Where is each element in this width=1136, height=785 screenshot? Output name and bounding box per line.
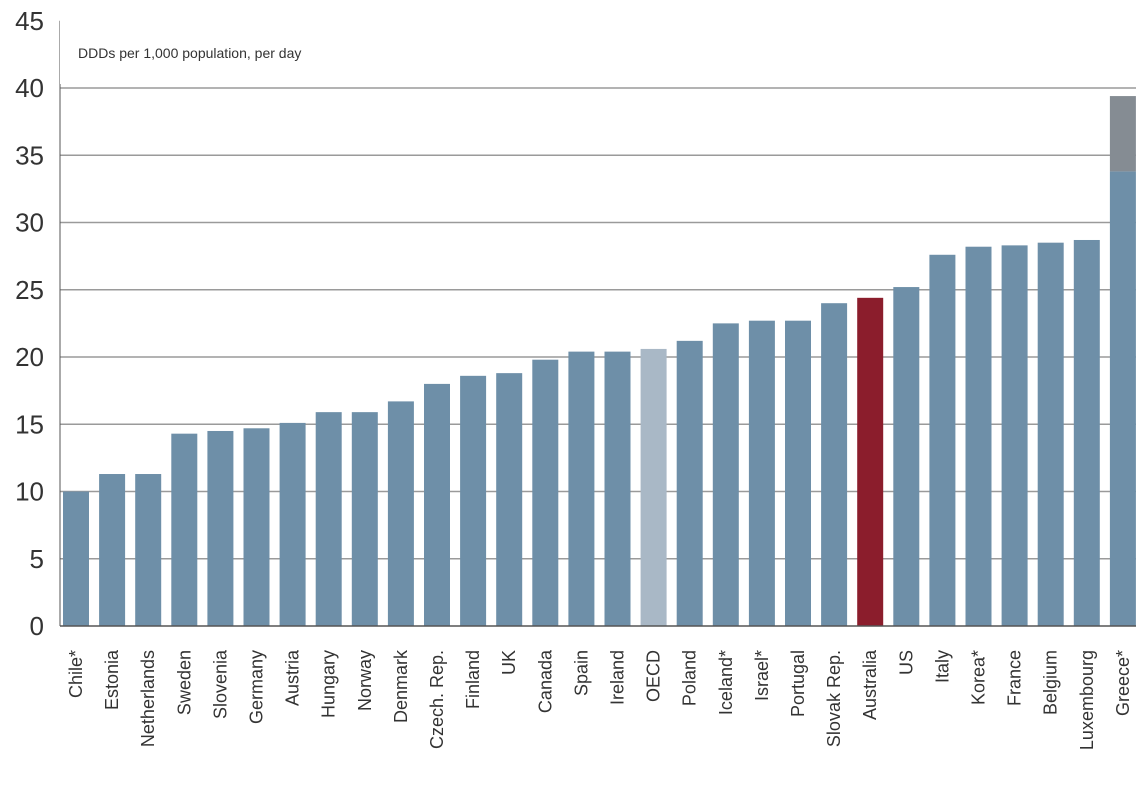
x-tick-label: Slovak Rep. (824, 650, 844, 747)
bar-slovakrep (821, 303, 848, 626)
x-tick-label: Greece* (1113, 650, 1133, 716)
bar-chile (63, 491, 89, 626)
bar-korea (965, 246, 992, 626)
x-tick-label: Denmark (391, 649, 411, 723)
bar-luxembourg (1073, 239, 1100, 627)
bar-portugal (785, 320, 811, 626)
x-tick-label: France (1005, 650, 1025, 706)
x-tick-label: Belgium (1041, 650, 1061, 715)
x-tick-label: Norway (355, 650, 375, 711)
x-tick-label: Australia (860, 649, 880, 720)
bar-iceland (712, 323, 739, 626)
y-tick-label: 10 (15, 477, 44, 507)
x-tick-label: Austria (283, 649, 303, 706)
bar-us (893, 287, 920, 626)
y-tick-label: 25 (15, 275, 44, 305)
bar-hungary (315, 412, 342, 626)
bars (63, 96, 1136, 627)
bar-ireland (604, 351, 631, 626)
x-tick-label: Iceland* (716, 650, 736, 715)
y-tick-label: 0 (30, 611, 44, 641)
bar-oecd (640, 348, 667, 626)
x-tick-label: US (896, 650, 916, 675)
x-tick-label: Spain (571, 650, 591, 696)
bar-belgium (1037, 242, 1064, 627)
x-tick-label: UK (499, 650, 519, 675)
y-axis-ticks: 0 5 10 15 20 25 30 35 40 45 (15, 6, 44, 641)
bar-spain (568, 351, 595, 626)
x-tick-label: Slovenia (210, 649, 230, 719)
x-tick-label: Germany (247, 650, 267, 724)
bar-norway (351, 412, 378, 626)
y-tick-label: 15 (15, 409, 44, 439)
chart-subtitle: DDDs per 1,000 population, per day (78, 45, 301, 61)
x-tick-label: Sweden (174, 650, 194, 715)
y-tick-label: 30 (15, 208, 44, 238)
x-tick-label: Ireland (608, 650, 628, 705)
bar-australia (857, 297, 884, 626)
bar-uk (496, 373, 523, 626)
y-tick-label: 35 (15, 140, 44, 170)
x-tick-label: Korea* (969, 650, 989, 705)
bar-israel (748, 320, 775, 626)
bar-poland (676, 340, 703, 626)
x-tick-label: Netherlands (138, 650, 158, 747)
x-tick-label: Czech. Rep. (427, 650, 447, 749)
x-tick-label: Portugal (788, 650, 808, 717)
subtitle-box (60, 18, 1136, 84)
x-tick-label: Poland (680, 650, 700, 706)
y-tick-label: 45 (15, 6, 44, 36)
x-axis-ticks: Chile* Estonia Netherlands Sweden Slovenia Ge… (66, 649, 1133, 750)
x-tick-label: Luxembourg (1077, 650, 1097, 750)
x-tick-label: OECD (644, 650, 664, 702)
bar-germany (243, 428, 270, 626)
bar-sweden (171, 433, 198, 626)
bar-canada (532, 359, 559, 626)
bar-slovenia (207, 430, 234, 626)
x-tick-label: Italy (932, 650, 952, 683)
x-tick-label: Israel* (752, 650, 772, 701)
bar-austria (279, 422, 306, 626)
y-tick-label: 5 (30, 544, 44, 574)
x-tick-label: Estonia (102, 649, 122, 710)
bar-czechrep (424, 383, 450, 626)
x-tick-label: Chile* (66, 650, 86, 698)
x-tick-label: Canada (535, 649, 555, 713)
x-tick-label: Finland (463, 650, 483, 709)
bar-greece-segment (1109, 96, 1136, 172)
bar-netherlands (135, 474, 162, 626)
x-tick-label: Hungary (319, 650, 339, 718)
bar-italy (929, 254, 956, 626)
y-tick-label: 40 (15, 73, 44, 103)
bar-denmark (387, 401, 414, 626)
bar-estonia (99, 474, 126, 626)
y-tick-label: 20 (15, 342, 44, 372)
bar-france (1001, 245, 1028, 627)
bar-greece-segment (1109, 171, 1136, 626)
bar-finland (460, 375, 487, 626)
